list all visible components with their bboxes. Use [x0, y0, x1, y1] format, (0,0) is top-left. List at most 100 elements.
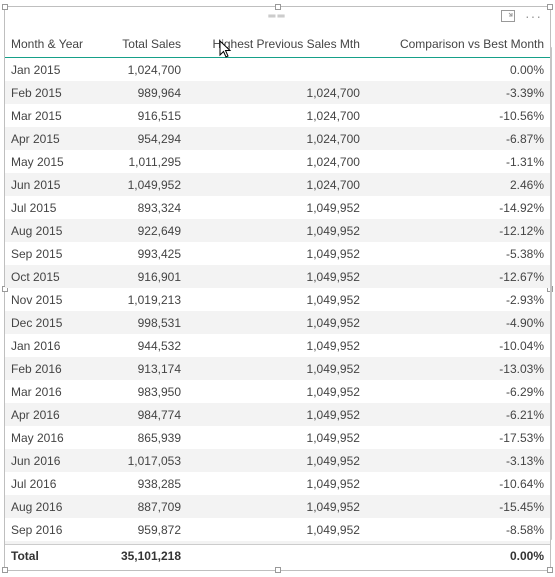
- cell-month: Sep 2015: [5, 242, 85, 265]
- col-header-prev-sales[interactable]: Highest Previous Sales Mth: [187, 29, 366, 58]
- cell-comparison: -6.21%: [366, 403, 550, 426]
- cell-total-sales: 913,174: [85, 357, 187, 380]
- cell-total-sales: 893,324: [85, 196, 187, 219]
- body-table: Jan 20151,024,7000.00%Feb 2015989,9641,0…: [5, 58, 550, 544]
- table-row[interactable]: May 2016865,9391,049,952-17.53%: [5, 426, 550, 449]
- cell-prev-sales: 1,024,700: [187, 127, 366, 150]
- cell-total-sales: 998,531: [85, 311, 187, 334]
- table-row[interactable]: Feb 2016913,1741,049,952-13.03%: [5, 357, 550, 380]
- totals-sales: 35,101,218: [85, 545, 187, 568]
- cell-comparison: 2.46%: [366, 173, 550, 196]
- cell-total-sales: 989,964: [85, 81, 187, 104]
- cell-comparison: -1.31%: [366, 150, 550, 173]
- cell-prev-sales: 1,049,952: [187, 242, 366, 265]
- table-row[interactable]: Mar 2015916,5151,024,700-10.56%: [5, 104, 550, 127]
- cell-total-sales: 938,285: [85, 472, 187, 495]
- cell-comparison: -6.87%: [366, 127, 550, 150]
- table-body-scroll[interactable]: Jan 20151,024,7000.00%Feb 2015989,9641,0…: [5, 58, 550, 544]
- cell-total-sales: 959,872: [85, 518, 187, 541]
- table-row[interactable]: Feb 2015989,9641,024,700-3.39%: [5, 81, 550, 104]
- totals-label: Total: [5, 545, 85, 568]
- cell-prev-sales: 1,049,952: [187, 288, 366, 311]
- table-row[interactable]: Jun 20151,049,9521,024,7002.46%: [5, 173, 550, 196]
- focus-mode-icon[interactable]: [501, 10, 515, 22]
- cell-month: Apr 2016: [5, 403, 85, 426]
- cell-prev-sales: 1,049,952: [187, 311, 366, 334]
- cell-month: Dec 2015: [5, 311, 85, 334]
- table-row[interactable]: Mar 2016983,9501,049,952-6.29%: [5, 380, 550, 403]
- totals-row: Total 35,101,218 0.00%: [5, 545, 550, 568]
- totals-prev: [187, 545, 366, 568]
- cell-total-sales: 984,774: [85, 403, 187, 426]
- table-row[interactable]: Nov 20151,019,2131,049,952-2.93%: [5, 288, 550, 311]
- cell-month: Nov 2015: [5, 288, 85, 311]
- cell-prev-sales: 1,049,952: [187, 518, 366, 541]
- table-row[interactable]: Jan 2016944,5321,049,952-10.04%: [5, 334, 550, 357]
- more-options-icon[interactable]: ···: [525, 11, 542, 21]
- cell-comparison: -3.13%: [366, 449, 550, 472]
- cell-total-sales: 1,017,053: [85, 449, 187, 472]
- cell-comparison: -12.67%: [366, 265, 550, 288]
- cell-prev-sales: 1,024,700: [187, 81, 366, 104]
- cell-month: Jun 2016: [5, 449, 85, 472]
- cell-total-sales: 983,950: [85, 380, 187, 403]
- table-row[interactable]: Jan 20151,024,7000.00%: [5, 58, 550, 81]
- footer-table: Total 35,101,218 0.00%: [5, 544, 550, 567]
- cell-month: Jan 2016: [5, 334, 85, 357]
- cell-month: Sep 2016: [5, 518, 85, 541]
- cell-month: Aug 2016: [5, 495, 85, 518]
- cell-prev-sales: 1,024,700: [187, 173, 366, 196]
- drag-grip-icon[interactable]: ══: [268, 11, 286, 22]
- cell-month: May 2016: [5, 426, 85, 449]
- table-row[interactable]: Jul 2015893,3241,049,952-14.92%: [5, 196, 550, 219]
- cell-total-sales: 993,425: [85, 242, 187, 265]
- table-visual-frame[interactable]: ══ ··· Month & Year Total Sales Highest …: [4, 6, 551, 571]
- cell-prev-sales: 1,049,952: [187, 426, 366, 449]
- cell-comparison: -15.45%: [366, 495, 550, 518]
- table-row[interactable]: Sep 2015993,4251,049,952-5.38%: [5, 242, 550, 265]
- cell-prev-sales: 1,049,952: [187, 265, 366, 288]
- table-row[interactable]: Aug 2015922,6491,049,952-12.12%: [5, 219, 550, 242]
- cell-month: Mar 2016: [5, 380, 85, 403]
- cell-month: Jun 2015: [5, 173, 85, 196]
- cell-comparison: -10.64%: [366, 472, 550, 495]
- visual-title-bar[interactable]: ══ ···: [5, 7, 550, 29]
- col-header-total-sales[interactable]: Total Sales: [85, 29, 187, 58]
- cell-month: Feb 2015: [5, 81, 85, 104]
- col-header-comparison[interactable]: Comparison vs Best Month: [366, 29, 550, 58]
- header-table: Month & Year Total Sales Highest Previou…: [5, 29, 550, 58]
- cell-month: Feb 2016: [5, 357, 85, 380]
- table-row[interactable]: Apr 2016984,7741,049,952-6.21%: [5, 403, 550, 426]
- cell-total-sales: 954,294: [85, 127, 187, 150]
- table-row[interactable]: Sep 2016959,8721,049,952-8.58%: [5, 518, 550, 541]
- cell-month: May 2015: [5, 150, 85, 173]
- table-row[interactable]: Aug 2016887,7091,049,952-15.45%: [5, 495, 550, 518]
- selection-edge-indicator: [550, 47, 552, 540]
- cell-month: Mar 2015: [5, 104, 85, 127]
- cell-total-sales: 916,515: [85, 104, 187, 127]
- cell-prev-sales: 1,049,952: [187, 219, 366, 242]
- cell-month: Jan 2015: [5, 58, 85, 81]
- table-row[interactable]: Apr 2015954,2941,024,700-6.87%: [5, 127, 550, 150]
- table-row[interactable]: May 20151,011,2951,024,700-1.31%: [5, 150, 550, 173]
- cell-prev-sales: 1,049,952: [187, 334, 366, 357]
- cell-month: Oct 2015: [5, 265, 85, 288]
- cell-comparison: -3.39%: [366, 81, 550, 104]
- cell-prev-sales: 1,049,952: [187, 403, 366, 426]
- cell-comparison: -14.92%: [366, 196, 550, 219]
- cell-month: Jul 2015: [5, 196, 85, 219]
- cell-comparison: -12.12%: [366, 219, 550, 242]
- table-row[interactable]: Oct 2015916,9011,049,952-12.67%: [5, 265, 550, 288]
- cell-comparison: -5.38%: [366, 242, 550, 265]
- cell-prev-sales: 1,049,952: [187, 449, 366, 472]
- table-row[interactable]: Jul 2016938,2851,049,952-10.64%: [5, 472, 550, 495]
- table-row[interactable]: Jun 20161,017,0531,049,952-3.13%: [5, 449, 550, 472]
- col-header-month[interactable]: Month & Year: [5, 29, 85, 58]
- cell-prev-sales: 1,049,952: [187, 196, 366, 219]
- cell-prev-sales: [187, 58, 366, 81]
- cell-total-sales: 1,024,700: [85, 58, 187, 81]
- table-row[interactable]: Dec 2015998,5311,049,952-4.90%: [5, 311, 550, 334]
- cell-total-sales: 887,709: [85, 495, 187, 518]
- cell-comparison: -13.03%: [366, 357, 550, 380]
- cell-total-sales: 944,532: [85, 334, 187, 357]
